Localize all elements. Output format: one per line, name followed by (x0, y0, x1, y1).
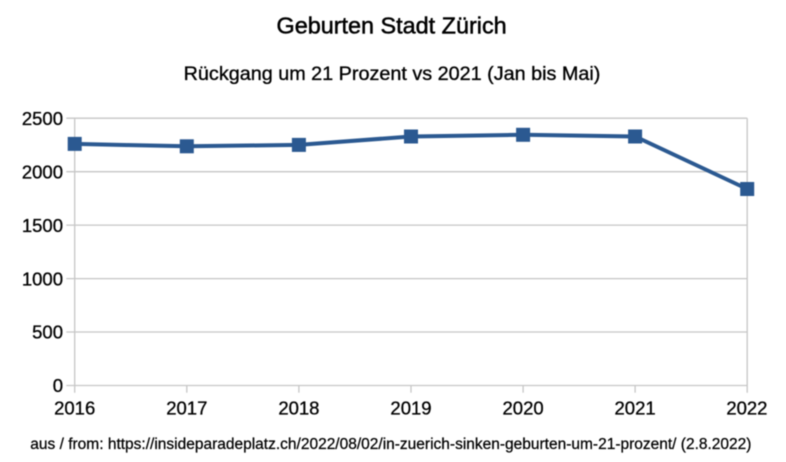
svg-text:2019: 2019 (390, 397, 431, 418)
svg-text:2018: 2018 (278, 397, 319, 418)
svg-text:2021: 2021 (615, 397, 656, 418)
svg-text:Geburten Stadt Zürich: Geburten Stadt Zürich (277, 13, 507, 39)
svg-text:2017: 2017 (166, 397, 207, 418)
svg-text:Rückgang um 21 Prozent vs 2021: Rückgang um 21 Prozent vs 2021 (Jan bis … (184, 63, 601, 85)
svg-text:1500: 1500 (22, 215, 63, 236)
svg-text:2500: 2500 (22, 108, 63, 129)
svg-text:2016: 2016 (54, 397, 95, 418)
svg-text:500: 500 (32, 322, 63, 343)
svg-text:1000: 1000 (22, 268, 63, 289)
svg-text:0: 0 (53, 375, 63, 396)
svg-text:2022: 2022 (726, 397, 767, 418)
svg-text:aus / from: https://insidepara: aus / from: https://insideparadeplatz.ch… (30, 436, 751, 453)
svg-text:2020: 2020 (503, 397, 544, 418)
svg-text:2000: 2000 (22, 161, 63, 182)
